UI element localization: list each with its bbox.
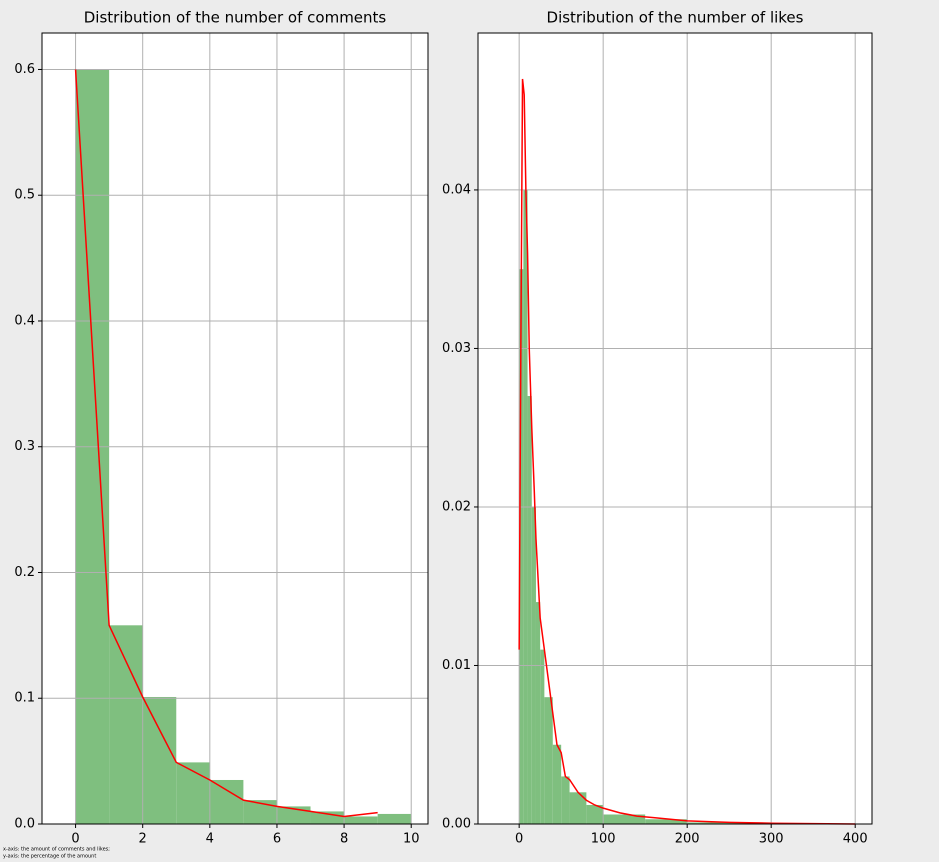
histogram-bar <box>377 813 412 824</box>
histogram-bar <box>344 816 378 824</box>
x-tick-label: 200 <box>675 832 700 847</box>
y-tick-label: 0.00 <box>442 817 471 832</box>
x-tick-label: 400 <box>843 832 868 847</box>
y-tick-label: 0.2 <box>14 565 35 580</box>
y-tick-label: 0.01 <box>442 658 471 673</box>
x-tick-label: 0 <box>515 832 523 847</box>
histogram-bar <box>176 762 210 824</box>
histogram-bar <box>243 800 277 824</box>
y-tick-label: 0.04 <box>442 182 471 197</box>
x-tick-label: 2 <box>139 832 147 847</box>
y-tick-label: 0.03 <box>442 341 471 356</box>
x-tick-label: 100 <box>591 832 616 847</box>
density-line <box>518 78 856 825</box>
histogram-bar <box>535 602 541 824</box>
axes-frame <box>41 32 429 825</box>
x-tick-label: 0 <box>71 832 79 847</box>
x-tick-label: 8 <box>340 832 348 847</box>
y-tick-label: 0.1 <box>14 691 35 706</box>
y-tick-label: 0.6 <box>14 62 35 77</box>
histogram-bar <box>603 814 646 824</box>
axes-frame <box>477 32 873 825</box>
histogram-bar <box>552 744 562 824</box>
x-tick-label: 4 <box>206 832 214 847</box>
histogram-bar <box>586 804 604 824</box>
histogram-bar <box>561 776 570 824</box>
x-tick-label: 10 <box>403 832 420 847</box>
histogram-bar <box>540 649 545 824</box>
chart-title: Distribution of the number of comments <box>84 9 387 27</box>
y-tick-label: 0.5 <box>14 188 35 203</box>
histogram-bar <box>519 269 524 824</box>
histogram-bar <box>142 696 177 824</box>
histogram-bar <box>109 625 143 824</box>
histogram-bar <box>687 822 772 824</box>
histogram-bar <box>645 819 688 824</box>
y-tick-label: 0.0 <box>14 817 35 832</box>
chart-title: Distribution of the number of likes <box>547 9 804 27</box>
histogram-bar <box>544 697 553 824</box>
histogram-bar <box>569 792 587 824</box>
histogram-bar <box>209 779 244 824</box>
y-tick-label: 0.4 <box>14 313 35 328</box>
footnote: x-axis: the amount of comments and likes… <box>3 847 110 853</box>
x-tick-label: 300 <box>759 832 784 847</box>
histogram-bar <box>527 396 532 824</box>
x-tick-label: 6 <box>273 832 281 847</box>
footnote: y-axis: the percentage of the amount <box>3 854 96 860</box>
y-tick-label: 0.02 <box>442 499 471 514</box>
y-tick-label: 0.3 <box>14 439 35 454</box>
density-line <box>74 69 378 818</box>
